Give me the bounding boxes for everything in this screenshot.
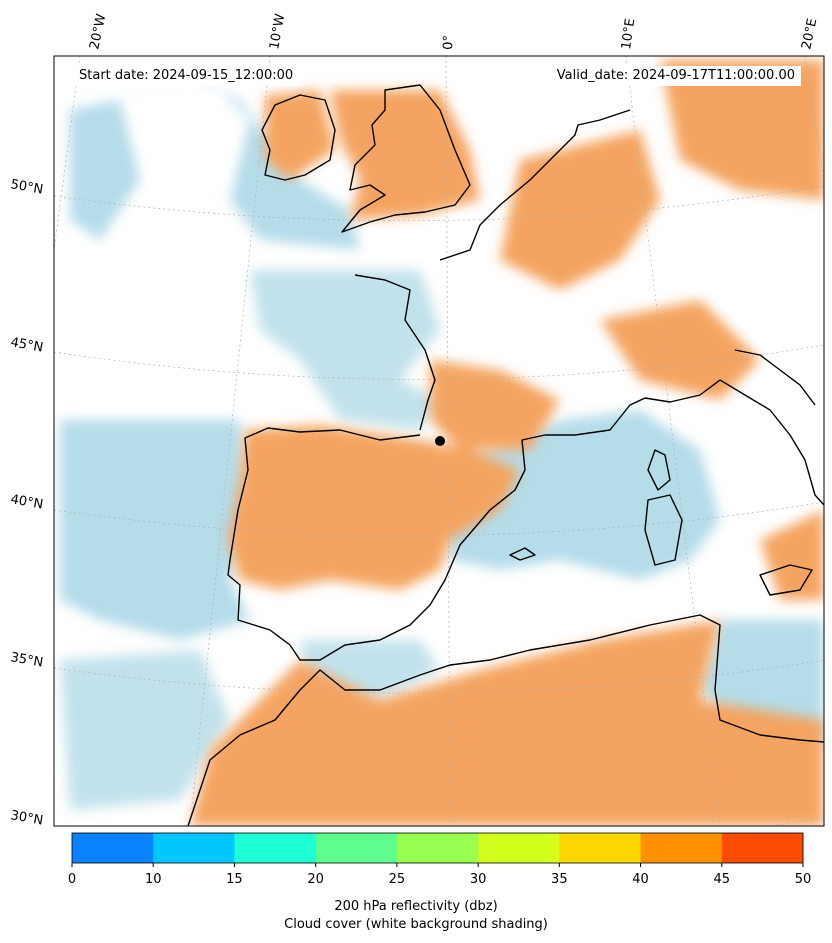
coast-ireland	[261, 94, 336, 181]
coast-corsica	[647, 449, 671, 491]
lon-label-0: 0°	[441, 35, 457, 50]
colorbar-title: 200 hPa reflectivity (dbz)	[334, 899, 498, 914]
meridian-20e	[804, 56, 824, 181]
coast-gulf-of-lion	[545, 379, 721, 436]
colorbar-tick-label: 30	[470, 872, 487, 887]
coastlines	[187, 84, 824, 826]
cloud-region-southwest	[60, 650, 230, 810]
colorbar-segment	[640, 833, 723, 863]
lat-label-50n: 50°N	[9, 177, 44, 197]
map-area[interactable]	[54, 56, 824, 851]
cloud-region-atlantic-iberia	[60, 420, 250, 640]
colorbar-tick-label: 50	[795, 872, 812, 887]
meridian-10w	[189, 56, 271, 826]
colorbar-segment	[234, 833, 317, 863]
colorbar-tick-label: 25	[389, 872, 406, 887]
lon-label-10e: 10°E	[619, 18, 638, 51]
colorbar-tick-label: 20	[307, 872, 324, 887]
lat-label-40n: 40°N	[9, 492, 44, 512]
lat-label-35n: 35°N	[9, 650, 44, 670]
coast-balearic	[509, 547, 536, 561]
valid-date-label: Valid_date: 2024-09-17T11:00:00.00	[550, 66, 801, 86]
cloud-region-mediterranean	[440, 410, 720, 580]
coast-sicily	[759, 564, 813, 596]
reflectivity-britain	[330, 90, 480, 220]
coast-north-africa	[187, 614, 824, 826]
coast-great-britain	[341, 84, 471, 233]
reflectivity-france-south	[430, 360, 560, 450]
map-frame	[53, 55, 825, 827]
colorbar-tick-label: 0	[68, 872, 76, 887]
reflectivity-iberia	[228, 425, 520, 590]
reflectivity-north-africa	[190, 620, 824, 826]
cloud-region-biscay	[250, 270, 440, 430]
start-date-label: Start date: 2024-09-15_12:00:00	[73, 66, 300, 86]
lon-label-20e: 20°E	[799, 17, 820, 51]
colorbar-segment	[72, 833, 154, 863]
colorbar-segments	[72, 833, 804, 863]
lat-label-45n: 45°N	[9, 335, 44, 355]
coast-adriatic	[734, 349, 816, 406]
colorbar-tick-label: 15	[226, 872, 243, 887]
colorbar-tick-label: 40	[632, 872, 649, 887]
parallel-35n	[54, 659, 824, 694]
reflectivity-layer	[190, 60, 824, 826]
graticule	[54, 56, 824, 826]
lon-label-20w: 20°W	[87, 12, 109, 50]
colorbar-tick-label: 10	[145, 872, 162, 887]
reflectivity-northeast	[660, 60, 824, 200]
colorbar-segment	[153, 833, 235, 863]
coast-continent-north	[439, 109, 631, 261]
parallel-50n	[54, 185, 824, 222]
colorbar-frame	[71, 832, 804, 864]
colorbar-ticks: 0 10 15 20 25 30 35 40 45 50	[68, 863, 811, 887]
cloud-region-atlantic-north	[60, 80, 360, 250]
colorbar-tick-label: 45	[714, 872, 731, 887]
meridian-10e	[625, 56, 721, 826]
reflectivity-alps	[600, 300, 760, 400]
marker-dot	[435, 436, 445, 446]
colorbar-segment	[315, 833, 398, 863]
colorbar-segment	[478, 833, 560, 863]
cloud-region-west-band	[70, 100, 140, 240]
colorbar-subtitle: Cloud cover (white background shading)	[284, 917, 548, 932]
lon-label-10w: 10°W	[267, 13, 288, 51]
lat-label-30n: 30°N	[9, 808, 44, 828]
colorbar-segment	[559, 833, 642, 863]
coast-italy	[719, 379, 824, 506]
parallel-45n	[54, 344, 824, 380]
coast-sardinia	[644, 494, 683, 566]
coast-iberia	[227, 427, 546, 661]
meridian-0	[445, 56, 451, 826]
colorbar-tick-label: 35	[551, 872, 568, 887]
colorbar-segment	[396, 833, 479, 863]
colorbar: 0 10 15 20 25 30 35 40 45 50	[68, 832, 811, 887]
reflectivity-ireland	[265, 90, 335, 180]
colorbar-segment	[721, 833, 804, 863]
parallel-40n	[54, 501, 824, 536]
coast-france-west	[354, 274, 436, 431]
